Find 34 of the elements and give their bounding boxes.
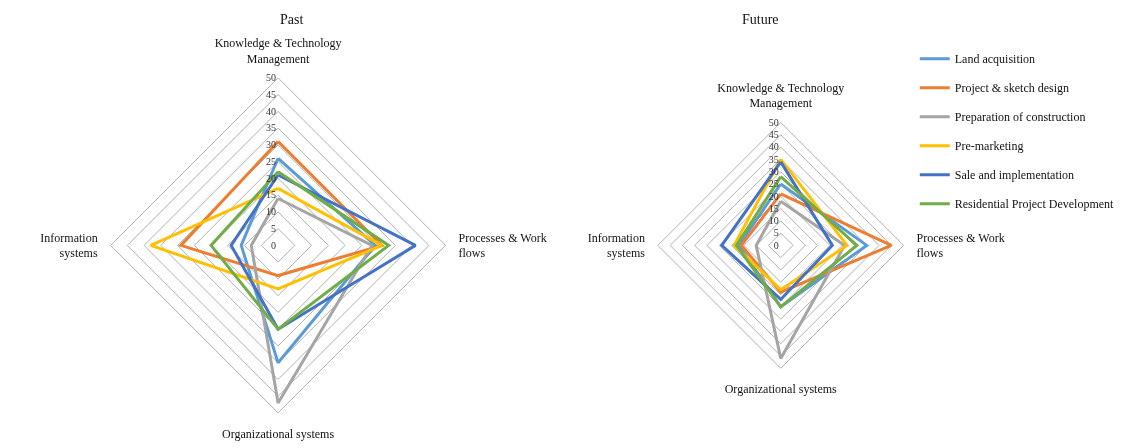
- y-tick-label: 0: [773, 239, 779, 251]
- spoke-label: Organizational systems: [222, 426, 335, 441]
- spoke-label: Processes & Work flows: [458, 230, 547, 261]
- chart-title: Past: [280, 12, 304, 27]
- y-tick-label: 0: [271, 239, 277, 251]
- y-tick-label: 35: [768, 153, 779, 165]
- y-tick-label: 40: [768, 141, 779, 153]
- y-tick-label: 50: [266, 72, 277, 84]
- legend-label: Preparation of construction: [954, 110, 1086, 125]
- y-tick-label: 20: [768, 190, 779, 202]
- y-tick-label: 45: [266, 88, 277, 100]
- y-tick-label: 45: [768, 129, 779, 141]
- y-tick-label: 15: [768, 202, 779, 214]
- y-tick-label: 10: [266, 206, 277, 218]
- legend-label: Pre-marketing: [954, 139, 1024, 154]
- y-tick-label: 5: [773, 227, 779, 239]
- legend-label: Residential Project Development: [954, 197, 1115, 212]
- y-tick-label: 35: [266, 122, 277, 134]
- spoke-label: Organizational systems: [724, 382, 838, 397]
- y-tick-label: 25: [266, 155, 277, 167]
- spoke-label: Knowledge & Technology Management: [717, 80, 845, 111]
- legend-label: Project & sketch design: [954, 81, 1070, 96]
- y-tick-label: 50: [768, 116, 779, 128]
- spoke-label: Knowledge & Technology Management: [214, 35, 342, 66]
- y-tick-label: 20: [266, 172, 277, 184]
- legend-label: Land acquisition: [954, 52, 1036, 67]
- legend-label: Sale and implementation: [954, 168, 1075, 183]
- spoke-label: Information systems: [40, 230, 98, 261]
- y-tick-label: 10: [768, 215, 779, 227]
- spoke-label: Processes & Work flows: [916, 230, 1005, 261]
- chart-title: Future: [742, 12, 779, 27]
- y-tick-label: 40: [266, 105, 277, 117]
- y-tick-label: 5: [271, 222, 277, 234]
- spoke-label: Information systems: [587, 230, 646, 261]
